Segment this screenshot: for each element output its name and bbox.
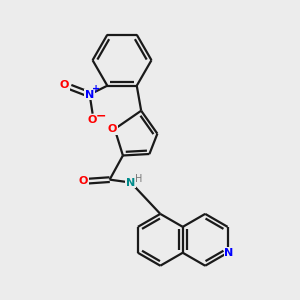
- Text: O: O: [79, 176, 88, 186]
- Text: O: O: [88, 115, 97, 125]
- Text: O: O: [60, 80, 69, 90]
- Text: +: +: [92, 84, 100, 94]
- Text: −: −: [96, 110, 106, 122]
- Text: H: H: [135, 174, 143, 184]
- Text: N: N: [126, 178, 136, 188]
- Text: N: N: [85, 89, 94, 100]
- Text: O: O: [108, 124, 117, 134]
- Text: N: N: [224, 248, 234, 258]
